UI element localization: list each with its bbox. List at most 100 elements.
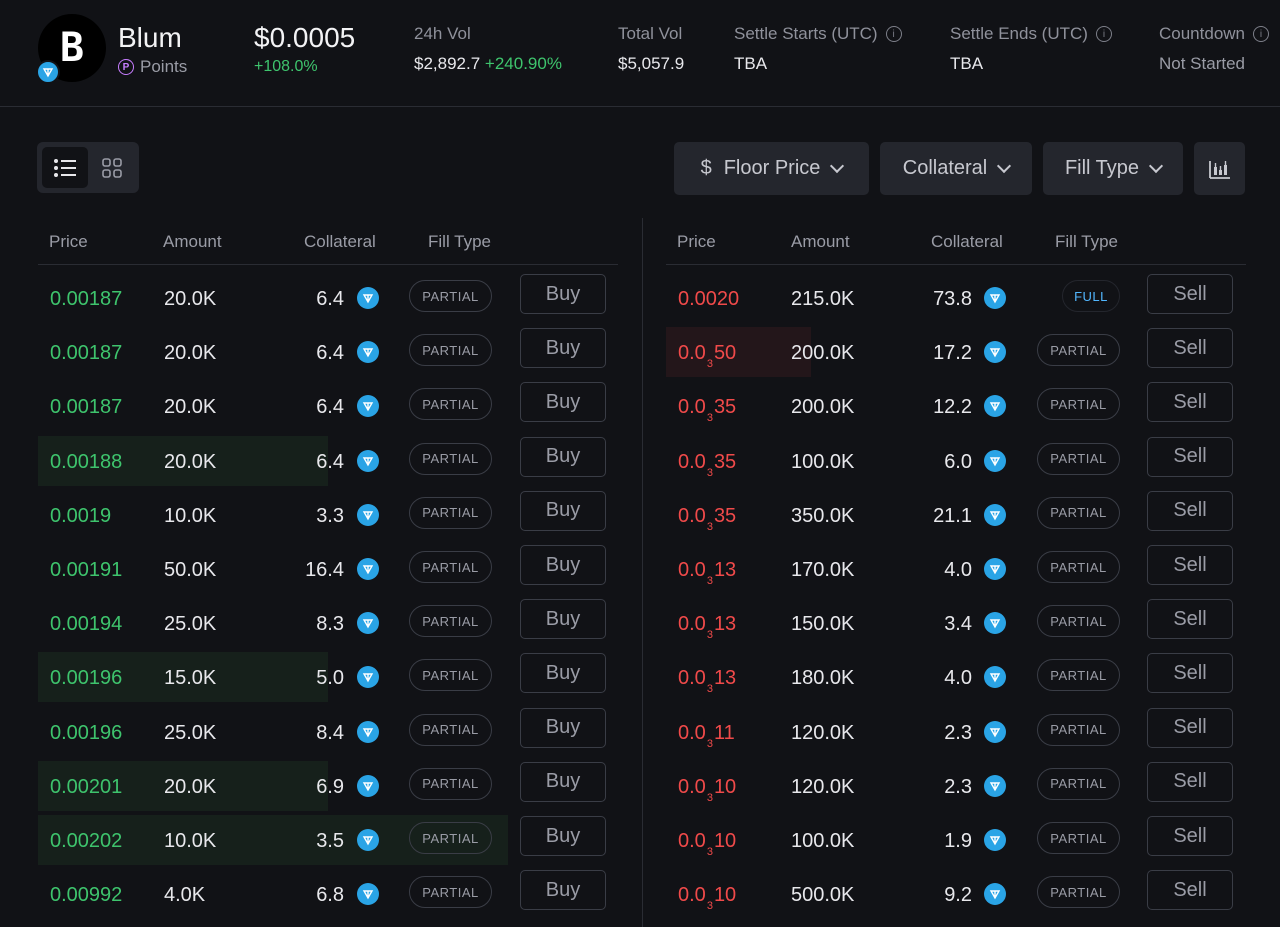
order-amount: 4.0K	[164, 884, 206, 907]
sell-button[interactable]: Sell	[1147, 328, 1233, 369]
buy-button[interactable]: Buy	[520, 382, 606, 423]
order-amount: 25.0K	[164, 613, 217, 636]
order-amount: 200.0K	[791, 342, 855, 365]
points-label: Points	[140, 57, 188, 76]
sell-button[interactable]: Sell	[1147, 545, 1233, 585]
order-collateral: 17.2	[933, 342, 972, 365]
price-lead: 0.0	[678, 884, 706, 907]
buy-button[interactable]: Buy	[520, 707, 606, 748]
price-lead: 0.0	[678, 504, 706, 527]
info-icon[interactable]: i	[1253, 26, 1270, 42]
ton-icon	[357, 341, 379, 364]
fill-type-filter[interactable]: Fill Type	[1043, 142, 1183, 195]
order-amount: 20.0K	[164, 288, 217, 310]
buy-button[interactable]: Buy	[520, 653, 606, 694]
buy-button[interactable]: Buy	[520, 599, 606, 640]
sell-button[interactable]: Sell	[1147, 490, 1233, 531]
sell-col-collateral: Collateral	[931, 232, 1003, 251]
buy-button[interactable]: Buy	[520, 274, 606, 314]
order-price: 0.00187	[50, 396, 123, 419]
fill-type-badge: PARTIAL	[409, 767, 492, 800]
price-zero-count: 3	[706, 358, 713, 371]
sell-button[interactable]: Sell	[1147, 653, 1233, 694]
ton-icon	[984, 612, 1006, 635]
sell-button[interactable]: Sell	[1147, 761, 1233, 802]
fill-type-badge: PARTIAL	[1037, 496, 1120, 529]
order-price: 0.0350	[678, 342, 736, 370]
price-zero-count: 3	[706, 520, 713, 533]
ton-icon	[357, 449, 379, 472]
stat-label: 24h Vol	[414, 24, 471, 43]
price-zero-count: 3	[706, 629, 713, 642]
buy-button[interactable]: Buy	[520, 870, 606, 911]
collateral-filter[interactable]: Collateral	[880, 142, 1032, 195]
price-lead: 0.0	[678, 342, 706, 365]
fill-type-badge: FULL	[1062, 280, 1120, 312]
info-icon[interactable]: i	[1095, 26, 1112, 42]
ton-icon	[36, 60, 60, 84]
order-amount: 170.0K	[791, 559, 855, 581]
buy-order-row: 0.00194 25.0K 8.3 PARTIAL Buy	[38, 597, 618, 651]
order-collateral: 21.1	[933, 504, 972, 527]
ton-icon	[984, 720, 1006, 743]
sell-button[interactable]: Sell	[1147, 870, 1233, 911]
order-amount: 180.0K	[791, 667, 855, 690]
order-collateral: 6.9	[316, 775, 344, 798]
buy-order-row: 0.0019 10.0K 3.3 PARTIAL Buy	[38, 489, 618, 543]
order-amount: 500.0K	[791, 884, 855, 907]
sell-button[interactable]: Sell	[1147, 436, 1233, 477]
settle-start-label: Settle Starts (UTC)	[734, 24, 878, 43]
buy-order-row: 0.00202 10.0K 3.5 PARTIAL Buy	[38, 814, 618, 868]
price-zero-count: 3	[706, 466, 713, 479]
sell-button[interactable]: Sell	[1147, 599, 1233, 640]
ton-icon	[357, 774, 379, 797]
ton-icon	[984, 558, 1006, 580]
order-collateral: 73.8	[933, 288, 972, 310]
stat-value: $5,057.9	[618, 54, 685, 73]
fill-type-badge: PARTIAL	[409, 659, 492, 692]
price-zero-count: 3	[706, 791, 713, 804]
fill-type-badge: PARTIAL	[409, 334, 492, 367]
price-tail: 10	[713, 775, 737, 798]
sell-button[interactable]: Sell	[1147, 382, 1233, 423]
floor-price-filter[interactable]: $ Floor Price	[674, 142, 869, 195]
view-toggle	[37, 142, 139, 193]
price-zero-count: 3	[706, 846, 713, 858]
order-amount: 120.0K	[791, 721, 855, 744]
price-lead: 0.0	[678, 667, 706, 690]
sell-button[interactable]: Sell	[1147, 707, 1233, 748]
buy-order-row: 0.00992 4.0K 6.8 PARTIAL Buy	[38, 868, 618, 922]
depth-bar	[38, 760, 328, 811]
stat-settle-ends: Settle Ends (UTC) i TBA	[950, 24, 1112, 74]
order-amount: 50.0K	[164, 559, 217, 581]
buy-order-row: 0.00187 20.0K 6.4 PARTIAL Buy	[38, 272, 618, 326]
vol24-change: +240.90%	[484, 54, 562, 73]
sell-header-divider	[666, 264, 1246, 265]
sell-button[interactable]: Sell	[1147, 816, 1233, 856]
buy-button[interactable]: Buy	[520, 816, 606, 856]
order-price: 0.0313	[678, 559, 736, 587]
sell-order-row: 0.0310 500.0K 9.2 PARTIAL Sell	[666, 868, 1246, 922]
buy-col-price: Price	[49, 232, 88, 251]
countdown-label: Countdown	[1159, 24, 1246, 43]
collateral-filter-label: Collateral	[902, 157, 988, 179]
order-amount: 10.0K	[164, 504, 217, 527]
buy-button[interactable]: Buy	[520, 761, 606, 802]
price-lead: 0.0	[678, 721, 706, 744]
grid-view-button[interactable]	[89, 147, 135, 188]
depth-chart-button[interactable]	[1194, 142, 1245, 195]
price-lead: 0.0	[678, 450, 706, 473]
fill-type-badge: PARTIAL	[409, 713, 492, 746]
info-icon[interactable]: i	[885, 26, 902, 42]
ton-icon	[357, 720, 379, 743]
buy-button[interactable]: Buy	[520, 436, 606, 477]
order-price: 0.0313	[678, 613, 736, 641]
list-view-button[interactable]	[42, 147, 88, 188]
stat-value: TBA	[734, 54, 768, 73]
stat-label: Settle Ends (UTC) i	[950, 24, 1112, 44]
sell-button[interactable]: Sell	[1147, 274, 1233, 314]
buy-button[interactable]: Buy	[520, 545, 606, 585]
buy-button[interactable]: Buy	[520, 328, 606, 369]
buy-button[interactable]: Buy	[520, 490, 606, 531]
token-name: Blum	[118, 22, 182, 53]
